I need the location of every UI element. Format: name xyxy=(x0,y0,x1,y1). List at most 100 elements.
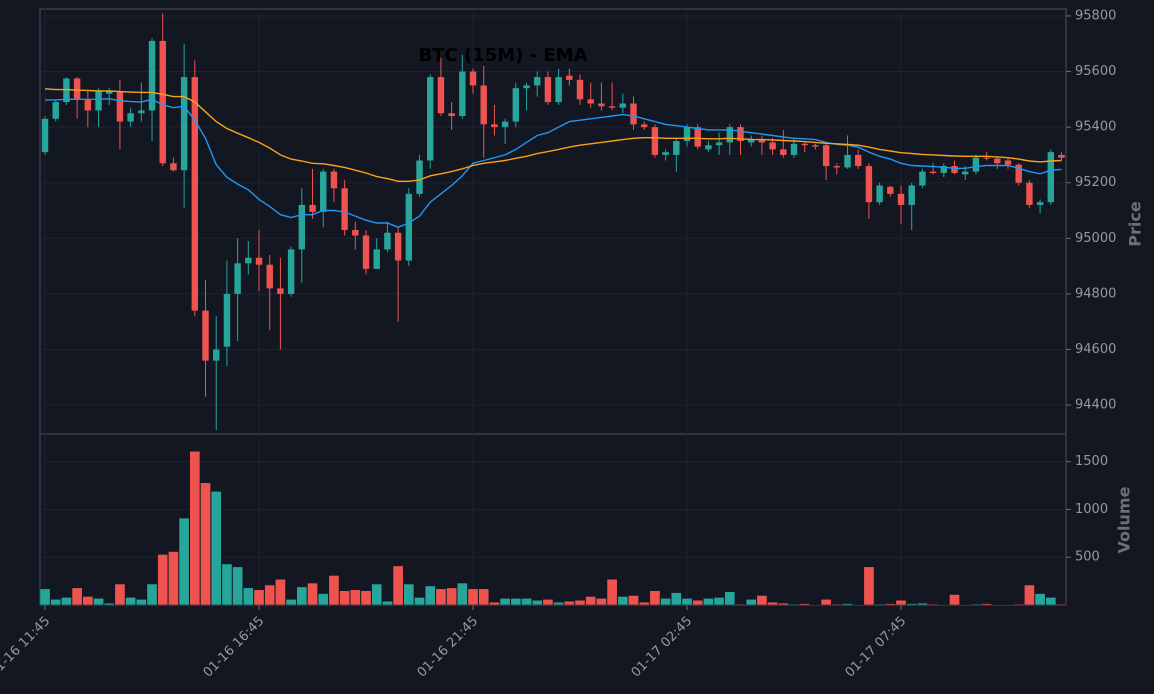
volume-bar xyxy=(895,599,907,605)
candle-body xyxy=(352,229,359,236)
volume-bar xyxy=(874,603,886,605)
volume-bar xyxy=(863,566,875,605)
candle-body xyxy=(416,160,423,194)
candle-body xyxy=(63,78,70,103)
volume-bar xyxy=(328,575,340,605)
candle-body xyxy=(213,349,220,361)
candle-body xyxy=(405,193,413,261)
candle-body xyxy=(919,171,926,186)
candle-body xyxy=(812,145,819,147)
candle-body xyxy=(491,124,498,128)
candle-body xyxy=(234,263,241,294)
volume-bar xyxy=(103,602,115,605)
volume-bar xyxy=(510,598,522,605)
volume-bar xyxy=(349,589,361,605)
volume-bar xyxy=(189,450,201,605)
volume-tick-label: 1000 xyxy=(1075,502,1108,517)
candle-body xyxy=(833,166,841,168)
candle-body xyxy=(887,186,894,194)
candle-body xyxy=(287,249,295,294)
candle-body xyxy=(705,145,712,150)
candle-body xyxy=(566,75,573,80)
volume-bar xyxy=(146,583,158,605)
candle-body xyxy=(844,154,851,168)
volume-bar xyxy=(414,597,425,605)
candle-body xyxy=(576,79,584,100)
candle-body xyxy=(769,142,776,150)
x-tick-label: 01-17 07:45 xyxy=(843,614,910,681)
volume-bar xyxy=(788,603,800,605)
candle-body xyxy=(929,171,937,173)
y-tick-label: 94400 xyxy=(1075,398,1116,413)
candle-body xyxy=(223,293,231,347)
volume-bar xyxy=(424,585,436,605)
candle-body xyxy=(961,171,969,175)
candle-body xyxy=(1047,152,1055,203)
volume-bar xyxy=(649,590,661,605)
volume-bar xyxy=(574,599,586,605)
candle-body xyxy=(715,142,723,146)
volume-bar xyxy=(210,491,222,605)
candle-body xyxy=(245,257,252,264)
volume-bar xyxy=(1056,603,1066,605)
x-tick-label: 01-17 02:45 xyxy=(629,614,696,681)
candle-body xyxy=(330,171,338,189)
candle-body xyxy=(384,232,391,250)
candle-body xyxy=(544,77,552,103)
volume-bar xyxy=(478,588,490,605)
volume-bar xyxy=(542,598,554,605)
volume-bar xyxy=(285,598,297,605)
volume-bar xyxy=(339,590,351,605)
candle-body xyxy=(855,154,862,167)
candle-body xyxy=(994,158,1001,164)
ema-line xyxy=(45,98,1062,228)
volume-tick-label: 1500 xyxy=(1075,454,1108,469)
candle-body xyxy=(726,127,734,143)
candle-body xyxy=(298,204,306,250)
price-panel xyxy=(41,13,1065,431)
candle-body xyxy=(341,188,348,230)
volume-bar xyxy=(681,598,693,605)
volume-bar xyxy=(221,563,233,605)
volume-bar xyxy=(71,587,83,605)
volume-bar xyxy=(178,517,190,605)
volume-bar xyxy=(521,598,532,605)
volume-bar xyxy=(981,603,993,605)
volume-bar xyxy=(702,598,714,605)
volume-bar xyxy=(777,602,789,605)
volume-bar xyxy=(296,586,308,605)
volume-bar xyxy=(1013,603,1025,605)
candle-body xyxy=(84,99,92,111)
volume-bar xyxy=(40,588,51,605)
candle-body xyxy=(951,166,958,173)
candle-body xyxy=(73,78,81,100)
candle-body xyxy=(202,310,209,361)
volume-bar xyxy=(756,595,768,605)
candle-body xyxy=(780,149,787,155)
volume-bar xyxy=(467,588,479,605)
volume-bar xyxy=(242,587,254,605)
candle-body xyxy=(972,157,980,172)
volume-bar xyxy=(799,603,811,605)
volume-bar xyxy=(253,589,265,605)
candle-body xyxy=(598,103,605,107)
volume-bar xyxy=(724,591,736,605)
candle-body xyxy=(127,113,134,122)
candle-body xyxy=(116,90,124,122)
candle-body xyxy=(1015,164,1022,183)
volume-bar xyxy=(1045,597,1057,605)
volume-bar xyxy=(842,603,853,605)
volume-bar xyxy=(50,598,62,605)
volume-tick-label: 500 xyxy=(1075,550,1100,565)
volume-bar xyxy=(692,599,704,605)
volume-bar xyxy=(60,597,72,605)
ema-line xyxy=(44,88,1062,182)
y-axis-label: Price xyxy=(1126,201,1145,247)
candle-body xyxy=(608,106,616,108)
candle-body xyxy=(876,185,883,203)
candle-body xyxy=(459,71,466,117)
y-tick-label: 95800 xyxy=(1075,8,1116,23)
volume-bar xyxy=(745,598,757,605)
y-tick-label: 94800 xyxy=(1075,286,1116,301)
